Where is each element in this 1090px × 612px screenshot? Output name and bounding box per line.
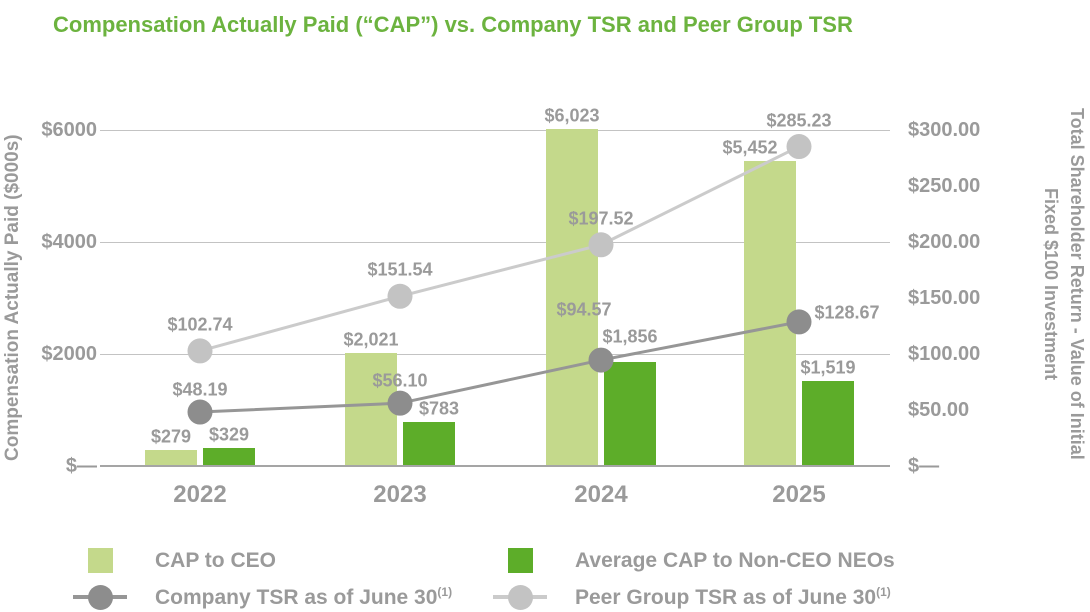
left-axis-tick: $6000 (41, 119, 97, 141)
bar-cap-neo (403, 422, 455, 466)
legend-text: CAP to CEO (155, 549, 276, 572)
right-axis-tick: $— (908, 455, 940, 477)
left-axis-tick: $4000 (41, 231, 97, 253)
tsr-value-label: $102.74 (167, 314, 233, 335)
right-axis-tick: $100.00 (908, 343, 981, 365)
legend-label-peer-tsr: Peer Group TSR as of June 30(1) (575, 585, 891, 610)
legend-footnote-marker: (1) (876, 585, 891, 599)
tsr-value-label: $48.19 (172, 379, 228, 400)
legend-swatch-cap-neo (508, 548, 533, 573)
left-axis-tick: $2000 (41, 343, 97, 365)
right-axis-title-line2: Fixed $100 Investment (1041, 187, 1061, 381)
legend-footnote-marker: (1) (437, 585, 453, 599)
tsr-value-label: $56.10 (372, 370, 428, 391)
legend-text: Company TSR as of June 30 (155, 586, 438, 609)
x-axis-label: 2024 (574, 481, 628, 508)
tsr-value-label: $285.23 (766, 110, 832, 131)
bar-cap-neo (203, 447, 255, 466)
peer-group-tsr-line (199, 145, 800, 353)
bar-value-label: $279 (150, 426, 192, 447)
legend-label-cap-ceo: CAP to CEO (155, 548, 276, 573)
right-axis-tick: $300.00 (908, 119, 981, 141)
legend-swatch-cap-ceo (88, 548, 113, 573)
tsr-value-label: $197.52 (568, 208, 634, 229)
right-axis-tick: $250.00 (908, 175, 981, 197)
bar-value-label: $329 (208, 424, 250, 445)
legend-text: Peer Group TSR as of June 30 (575, 586, 877, 609)
bar-cap-ceo (744, 160, 796, 466)
company-tsr-point (187, 399, 213, 425)
bar-value-label: $5,452 (722, 137, 778, 158)
chart-title: Compensation Actually Paid (“CAP”) vs. C… (53, 12, 853, 37)
peer-group-tsr-point (786, 134, 812, 160)
legend-text: Average CAP to Non-CEO NEOs (575, 549, 895, 572)
bar-value-label: $6,023 (544, 105, 600, 126)
tsr-value-label: $151.54 (367, 259, 433, 280)
bar-cap-ceo (546, 128, 598, 466)
tsr-value-label: $128.67 (814, 302, 880, 323)
peer-group-tsr-point (387, 283, 413, 309)
bar-cap-ceo (145, 450, 197, 466)
peer-group-tsr-point (187, 338, 213, 364)
x-axis-label: 2022 (173, 481, 227, 508)
legend-dot-company-tsr (88, 585, 113, 610)
right-axis-tick: $150.00 (908, 287, 981, 309)
tsr-value-label: $94.57 (556, 299, 612, 320)
right-axis-tick: $50.00 (908, 399, 970, 421)
x-axis-line (100, 465, 890, 467)
x-axis-label: 2025 (772, 481, 826, 508)
left-axis-tick: $— (65, 455, 97, 477)
gridline (100, 129, 890, 131)
right-axis-title-line1: Total Shareholder Return - Value of Init… (1067, 108, 1087, 460)
bar-value-label: $783 (418, 398, 460, 419)
bar-value-label: $1,519 (800, 357, 856, 378)
right-axis-tick: $200.00 (908, 231, 981, 253)
bar-value-label: $2,021 (343, 329, 399, 350)
bar-cap-neo (802, 380, 854, 466)
company-tsr-line (199, 320, 800, 414)
legend-label-cap-neo: Average CAP to Non-CEO NEOs (575, 548, 895, 573)
bar-cap-neo (604, 362, 656, 466)
legend-label-company-tsr: Company TSR as of June 30(1) (155, 585, 452, 610)
legend-dot-peer-tsr (508, 585, 533, 610)
bar-value-label: $1,856 (602, 326, 658, 347)
right-axis-title: Total Shareholder Return - Value of Init… (1036, 66, 1090, 502)
x-axis-label: 2023 (373, 481, 427, 508)
